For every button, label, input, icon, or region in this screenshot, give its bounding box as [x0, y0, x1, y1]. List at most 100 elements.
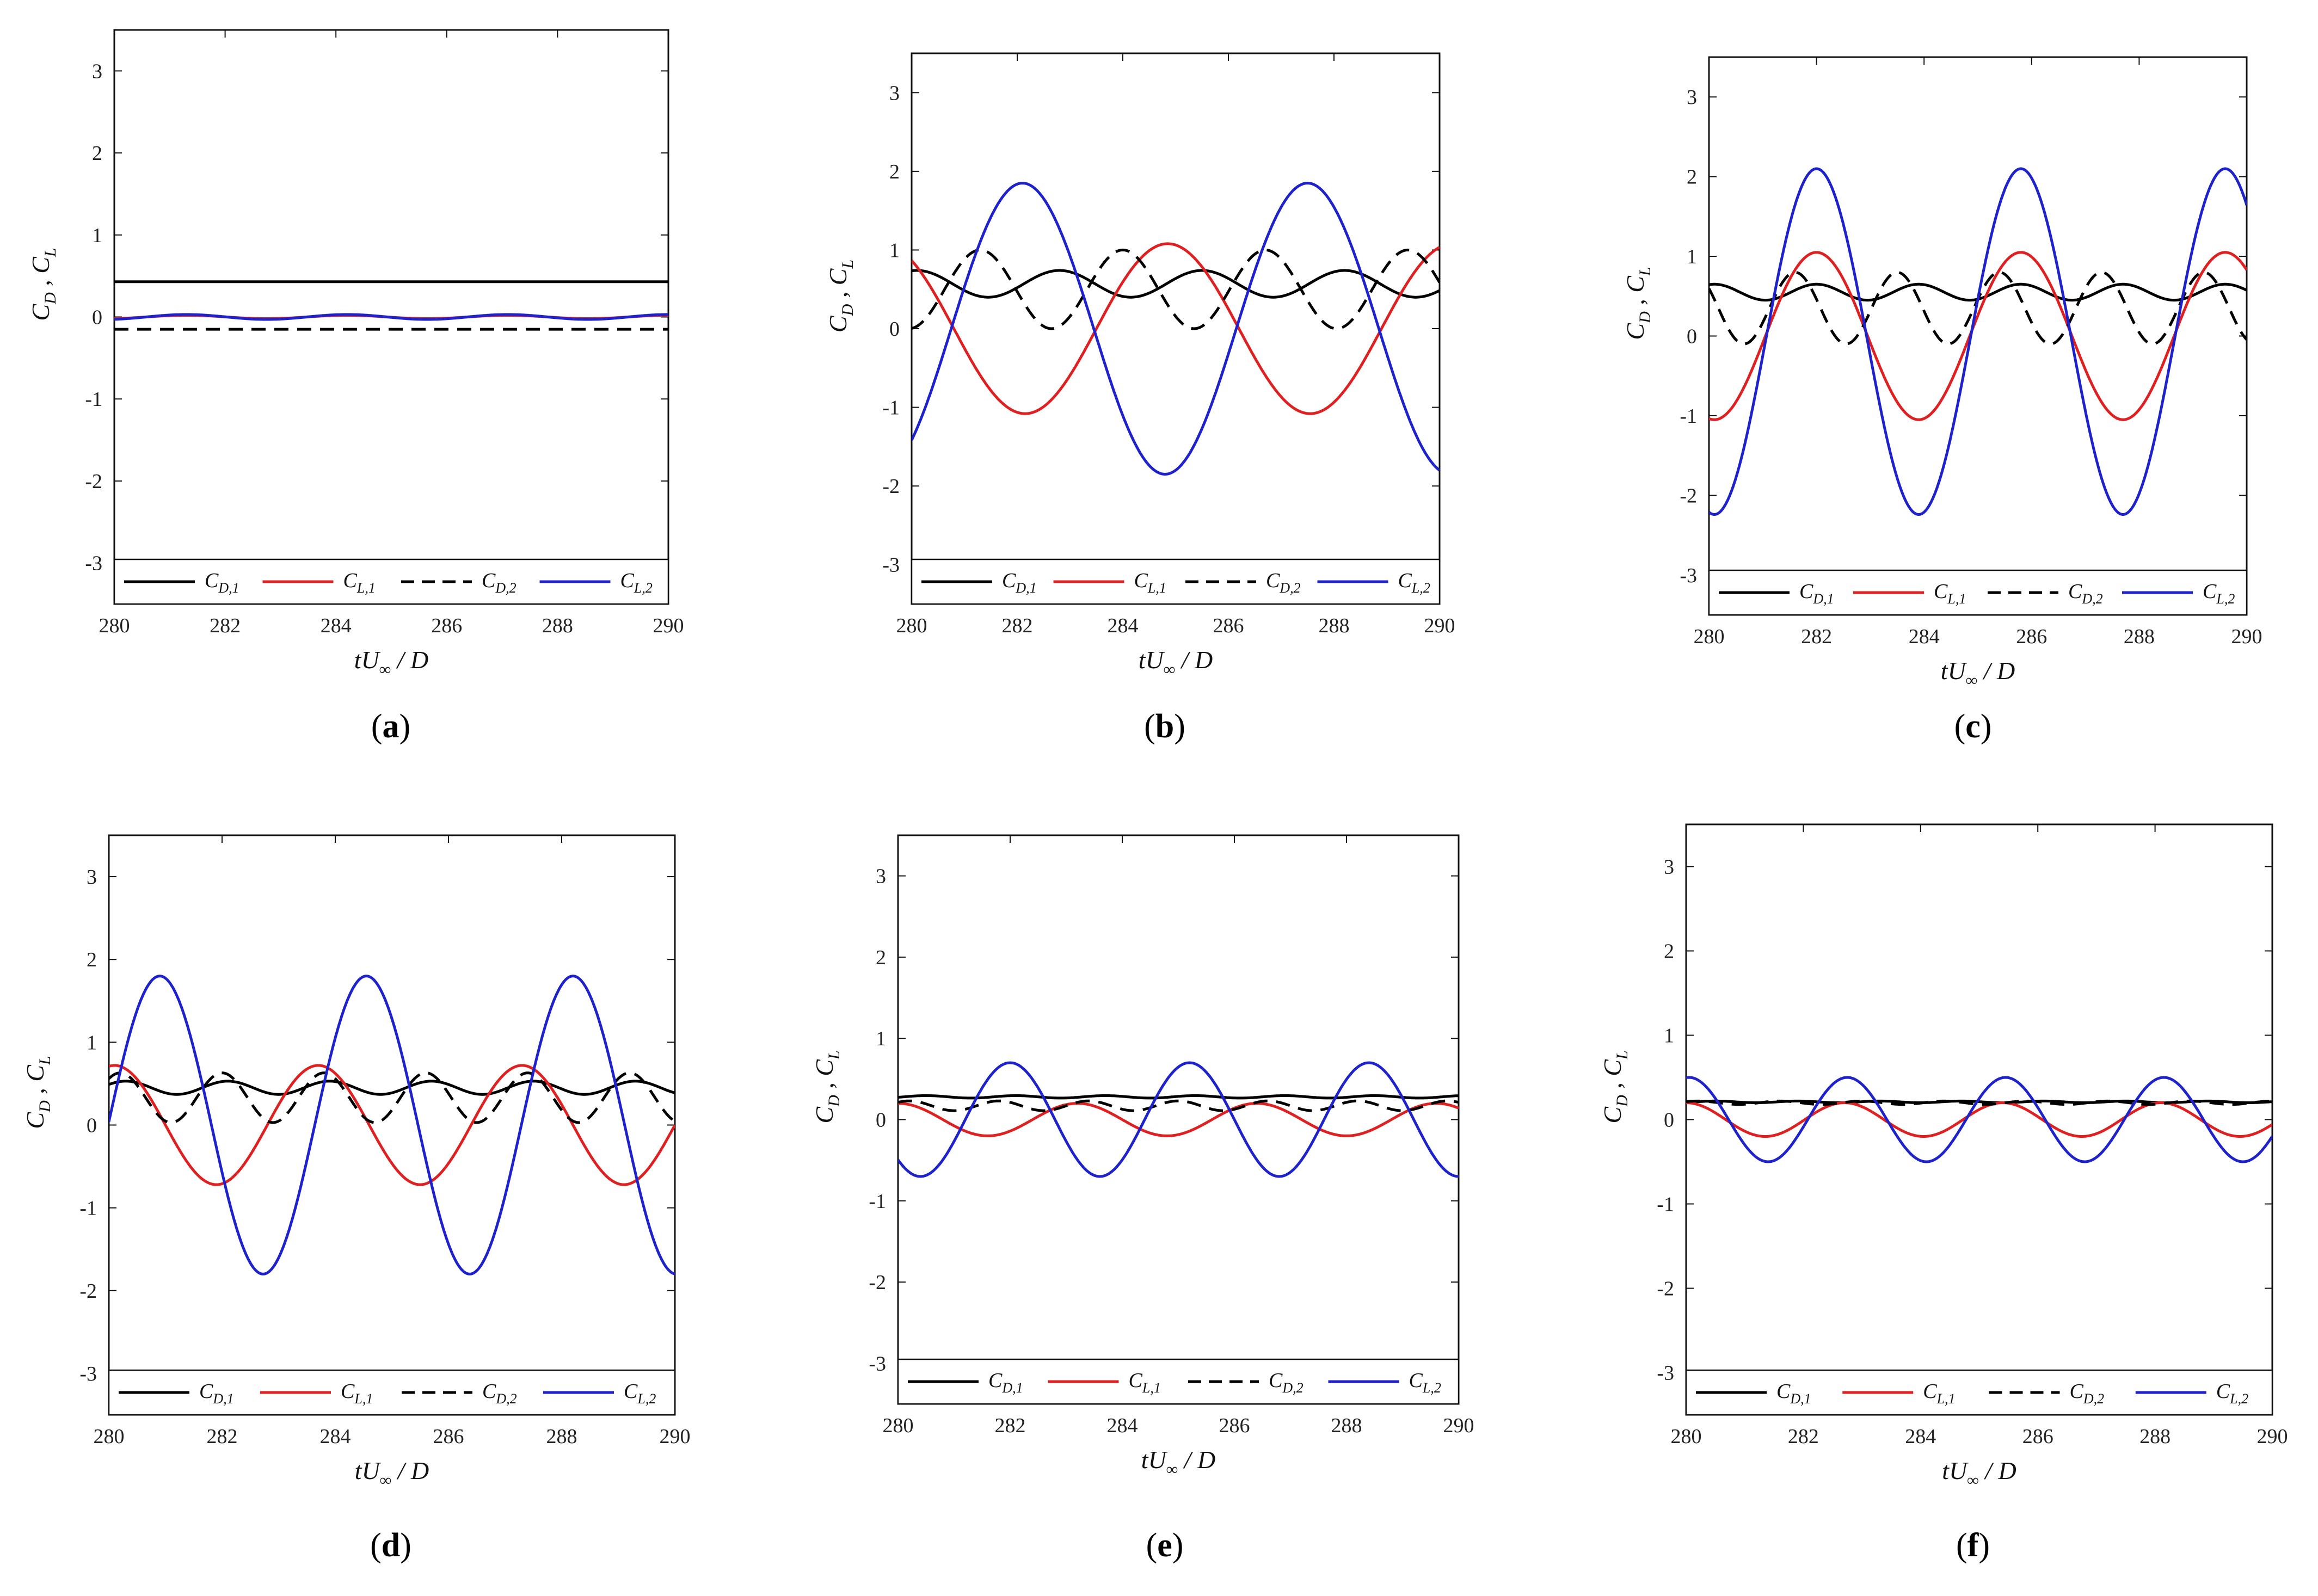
series-line-cd2 — [912, 248, 1440, 330]
y-tick-label: 3 — [92, 60, 102, 83]
panel-a: 3 2 1 0 -1 -2 -3 280 282 284 286 288 290 CD,1 CL,1 CD,2… — [27, 29, 684, 745]
y-tick-label: 0 — [92, 306, 102, 329]
plot-frame — [1708, 56, 2248, 616]
y-tick-label: 1 — [1687, 245, 1697, 268]
x-tick-label: 282 — [207, 1425, 238, 1448]
x-tick-label: 280 — [1671, 1425, 1702, 1448]
panel-d: 3 2 1 0 -1 -2 -3 280 282 284 286 288 290 CD,1 CL,1 CD,2… — [21, 834, 691, 1564]
y-axis-label: CD , CL — [810, 1050, 843, 1123]
series-line-cd1 — [109, 1080, 675, 1096]
series-group — [114, 280, 668, 331]
series-group — [898, 1061, 1459, 1178]
y-tick-label: 2 — [889, 161, 900, 183]
panel-caption: (c) — [1954, 708, 1992, 745]
y-tick-label: 1 — [87, 1031, 97, 1054]
y-tick-label: 2 — [1664, 940, 1674, 963]
legend-label: CD,2 — [2070, 1380, 2105, 1407]
x-tick-label: 280 — [99, 614, 130, 637]
series-line-cd1 — [898, 1094, 1459, 1100]
legend-label: CD,1 — [1799, 580, 1834, 607]
series-line-cd1 — [912, 269, 1440, 299]
x-tick-label: 288 — [1319, 614, 1350, 637]
legend-label: CD,2 — [1266, 569, 1301, 596]
x-tick-label: 286 — [433, 1425, 464, 1448]
legend-box — [911, 558, 1441, 605]
y-tick-label: -3 — [1657, 1362, 1674, 1385]
legend: CD,1 CL,1 CD,2 CL,2 — [897, 1358, 1460, 1405]
series-line-cl1 — [1709, 251, 2247, 421]
x-tick-label: 280 — [883, 1414, 914, 1437]
legend-label: CD,1 — [205, 569, 239, 596]
x-axis-label: tU∞ / D — [354, 646, 428, 679]
legend-label: CL,2 — [624, 1380, 656, 1407]
series-line-cl2 — [109, 975, 675, 1275]
legend: CD,1 CL,1 CD,2 CL,2 — [1708, 569, 2248, 616]
y-tick-label: -3 — [869, 1352, 886, 1375]
panel-caption: (a) — [371, 708, 410, 745]
y-tick-label: -1 — [1680, 405, 1697, 428]
series-group — [912, 181, 1440, 476]
y-tick-label: 2 — [876, 946, 886, 969]
x-tick-label: 290 — [1443, 1414, 1474, 1437]
x-tick-label: 290 — [653, 614, 684, 637]
y-tick-label: -1 — [1657, 1193, 1674, 1216]
y-tick-label: -1 — [882, 397, 900, 420]
panel-caption: (b) — [1144, 708, 1185, 745]
y-tick-label: 3 — [889, 82, 900, 104]
legend-label: CL,2 — [1398, 569, 1430, 596]
legend-label: CL,2 — [2203, 580, 2235, 607]
y-tick-label: -2 — [79, 1280, 97, 1303]
x-tick-label: 284 — [320, 1425, 351, 1448]
legend: CD,1 CL,1 CD,2 CL,2 — [113, 558, 669, 605]
x-tick-label: 286 — [1219, 1414, 1250, 1437]
y-tick-label: 1 — [1664, 1025, 1674, 1047]
series-group — [109, 975, 675, 1275]
y-axis-label: CD , CL — [1598, 1050, 1631, 1123]
x-tick-label: 290 — [2257, 1425, 2288, 1448]
legend-label: CL,1 — [1129, 1369, 1161, 1396]
legend-label: CD,2 — [482, 569, 517, 596]
series-group — [1686, 1076, 2272, 1163]
y-tick-label: -3 — [1680, 564, 1697, 587]
series-line-cl1 — [912, 242, 1440, 415]
legend-label: CD,1 — [1002, 569, 1037, 596]
y-tick-label: -1 — [869, 1190, 886, 1213]
panel-caption: (f) — [1956, 1527, 1990, 1564]
series-line-cd2 — [898, 1099, 1459, 1112]
x-tick-label: 286 — [431, 614, 462, 637]
y-tick-label: -2 — [1657, 1278, 1674, 1301]
x-tick-label: 288 — [546, 1425, 577, 1448]
y-tick-label: 1 — [889, 239, 900, 262]
series-line-cd2 — [1686, 1099, 2272, 1106]
x-tick-label: 286 — [2016, 625, 2047, 648]
x-tick-label: 288 — [2139, 1425, 2171, 1448]
legend-label: CD,1 — [199, 1380, 234, 1407]
y-tick-label: 1 — [876, 1027, 886, 1050]
x-tick-label: 282 — [1002, 614, 1033, 637]
legend-label: CL,1 — [1934, 580, 1966, 607]
x-tick-label: 286 — [1213, 614, 1244, 637]
series-group — [1709, 167, 2247, 516]
y-tick-label: 3 — [1664, 856, 1674, 879]
x-axis-label: tU∞ / D — [355, 1457, 429, 1489]
y-tick-label: 0 — [1664, 1109, 1674, 1132]
plot-frame — [911, 52, 1441, 605]
y-tick-label: -3 — [85, 552, 102, 575]
x-tick-label: 284 — [1905, 1425, 1936, 1448]
series-line-cl2 — [898, 1061, 1459, 1178]
y-tick-label: 3 — [1687, 86, 1697, 109]
x-tick-label: 280 — [94, 1425, 125, 1448]
legend-label: CL,1 — [343, 569, 376, 596]
x-tick-label: 280 — [1694, 625, 1725, 648]
y-axis-label: CD , CL — [1621, 267, 1654, 340]
legend: CD,1 CL,1 CD,2 CL,2 — [911, 558, 1441, 605]
y-tick-label: 1 — [92, 224, 102, 247]
series-line-cl1 — [898, 1102, 1459, 1137]
legend-label: CL,1 — [1923, 1380, 1955, 1407]
panel-e: 3 2 1 0 -1 -2 -3 280 282 284 286 288 290 CD,1 CL,1 CD,2… — [810, 834, 1474, 1564]
series-line-cl2 — [114, 313, 668, 321]
x-tick-label: 282 — [1801, 625, 1832, 648]
x-tick-label: 284 — [1909, 625, 1940, 648]
x-tick-label: 288 — [1331, 1414, 1362, 1437]
